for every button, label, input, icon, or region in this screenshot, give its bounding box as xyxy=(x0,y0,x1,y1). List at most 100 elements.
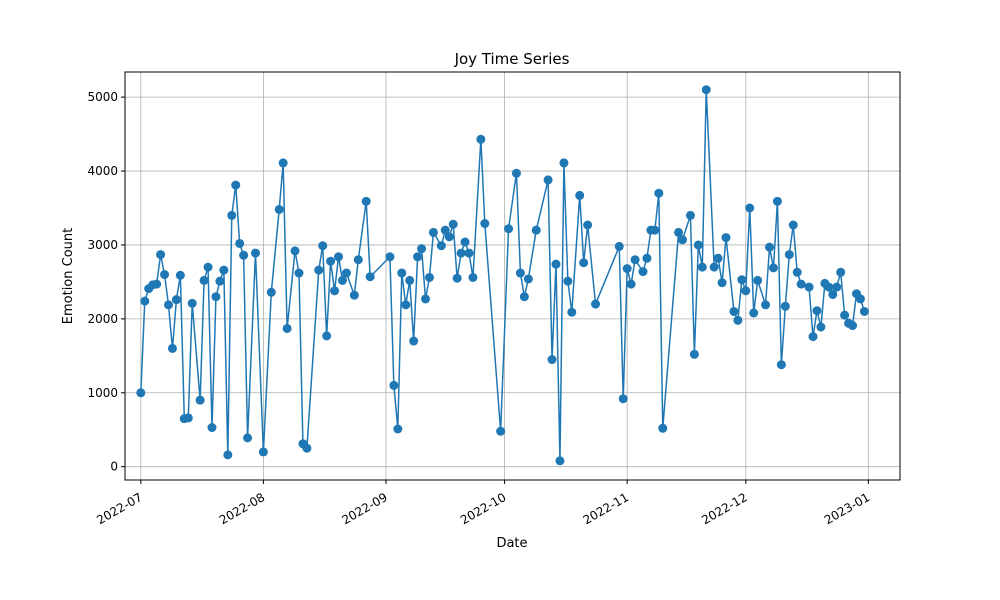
data-point xyxy=(650,225,660,235)
data-point xyxy=(796,279,806,289)
data-point xyxy=(768,263,778,273)
data-point xyxy=(136,388,146,398)
data-point xyxy=(859,306,869,316)
data-point xyxy=(183,413,193,423)
data-point xyxy=(393,424,403,434)
data-point xyxy=(745,203,755,213)
data-point xyxy=(203,262,213,272)
data-point xyxy=(753,275,763,285)
data-point xyxy=(583,220,593,230)
data-point xyxy=(555,456,565,466)
data-point xyxy=(654,188,664,198)
data-point xyxy=(575,190,585,200)
data-point xyxy=(409,336,419,346)
x-tick-label: 2023-01 xyxy=(822,490,872,527)
data-point xyxy=(195,395,205,405)
data-point xyxy=(353,255,363,265)
data-point xyxy=(504,224,514,234)
data-point xyxy=(278,158,288,168)
data-point xyxy=(207,423,217,433)
data-point xyxy=(614,241,624,251)
data-point xyxy=(579,258,589,268)
data-point xyxy=(678,235,688,245)
data-point xyxy=(761,300,771,310)
data-point xyxy=(405,275,415,285)
data-point xyxy=(776,360,786,370)
data-point xyxy=(219,265,229,275)
data-point xyxy=(737,275,747,285)
data-point xyxy=(322,331,332,341)
data-point xyxy=(231,180,241,190)
data-point xyxy=(836,267,846,277)
y-tick-label: 3000 xyxy=(87,238,118,252)
y-tick-label: 0 xyxy=(110,460,118,474)
data-point xyxy=(274,204,284,214)
data-point xyxy=(314,265,324,275)
plot-frame xyxy=(124,71,901,481)
x-tick-label: 2022-08 xyxy=(217,490,267,527)
data-point xyxy=(733,315,743,325)
data-point xyxy=(385,252,395,262)
data-point xyxy=(626,279,636,289)
data-point xyxy=(160,270,170,280)
data-point xyxy=(689,349,699,359)
data-point xyxy=(701,85,711,95)
data-point xyxy=(792,267,802,277)
data-point xyxy=(855,294,865,304)
data-point xyxy=(167,343,177,353)
data-point xyxy=(741,286,751,296)
data-point xyxy=(848,321,858,331)
data-point xyxy=(591,299,601,309)
x-tick-label: 2022-09 xyxy=(339,490,389,527)
data-point xyxy=(444,232,454,242)
data-point xyxy=(480,219,490,229)
data-point xyxy=(171,295,181,305)
data-point xyxy=(250,248,260,258)
data-point xyxy=(685,210,695,220)
data-point xyxy=(413,252,423,262)
data-point xyxy=(709,262,719,272)
data-point xyxy=(152,279,162,289)
data-point xyxy=(638,267,648,277)
data-point xyxy=(452,273,462,283)
data-point xyxy=(749,308,759,318)
data-point xyxy=(266,287,276,297)
data-point xyxy=(282,323,292,333)
data-point xyxy=(780,301,790,311)
data-point xyxy=(840,310,850,320)
data-point xyxy=(816,322,826,332)
x-tick-label: 2022-11 xyxy=(581,490,631,527)
data-point xyxy=(832,282,842,292)
data-point xyxy=(318,241,328,251)
data-point xyxy=(187,298,197,308)
data-point xyxy=(389,380,399,390)
data-point xyxy=(235,238,245,248)
data-point xyxy=(349,290,359,300)
data-point xyxy=(258,447,268,457)
data-point xyxy=(334,252,344,262)
data-point xyxy=(559,158,569,168)
data-point xyxy=(567,307,577,317)
series-line xyxy=(140,88,866,462)
data-point xyxy=(211,292,221,302)
y-tick-label: 5000 xyxy=(87,90,118,104)
data-point xyxy=(515,268,525,278)
data-point xyxy=(330,286,340,296)
data-point xyxy=(199,275,209,285)
data-point xyxy=(674,227,684,237)
data-point xyxy=(622,264,632,274)
data-point xyxy=(828,289,838,299)
y-tick-label: 1000 xyxy=(87,386,118,400)
data-point xyxy=(658,423,668,433)
data-point xyxy=(824,282,834,292)
data-point xyxy=(302,443,312,453)
data-point xyxy=(547,355,557,365)
data-point xyxy=(401,300,411,310)
data-point xyxy=(436,241,446,251)
data-point xyxy=(156,250,166,260)
data-point xyxy=(697,262,707,272)
data-point xyxy=(239,250,249,260)
data-point xyxy=(808,332,818,342)
x-tick-label: 2022-12 xyxy=(699,490,749,527)
